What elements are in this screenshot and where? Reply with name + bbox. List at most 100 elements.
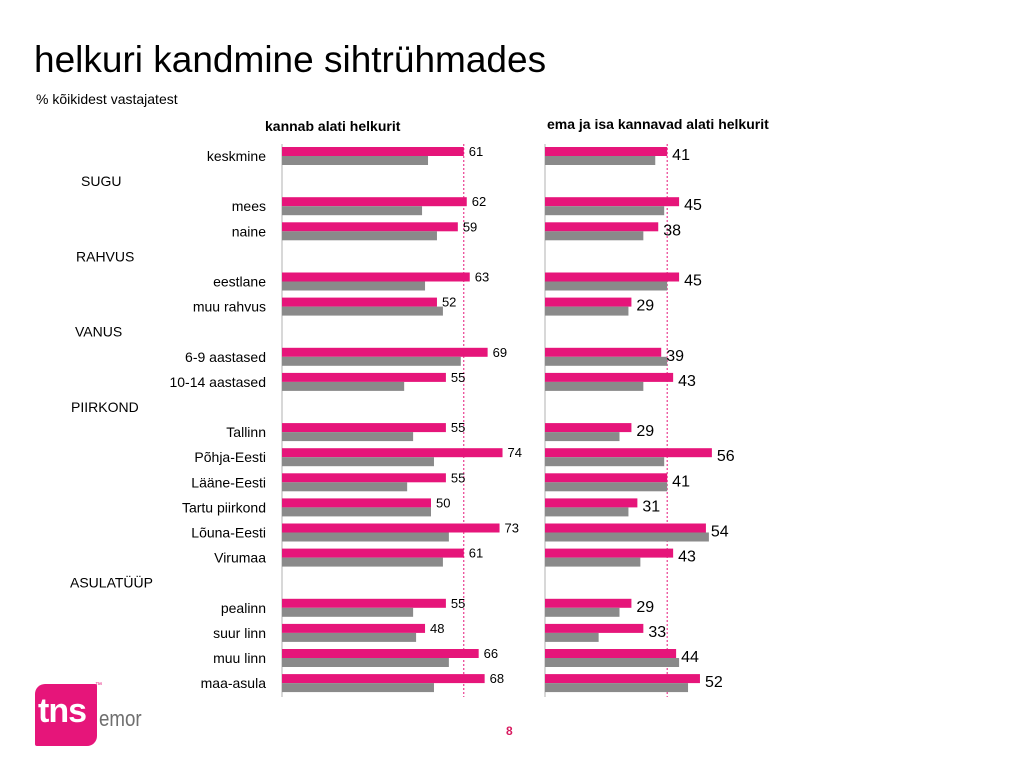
right-bar-primary [545,272,680,282]
right-bar-primary [545,623,644,633]
right-bar-secondary [545,632,599,642]
left-bar-primary [282,473,446,483]
left-data-label: 55 [451,470,465,485]
group-label: PIIRKOND [71,399,139,415]
right-bar-secondary [545,231,644,241]
left-bar-primary [282,197,467,207]
left-bar-secondary [282,557,443,567]
category-label: Virumaa [214,550,266,566]
logo-subtext: emor [99,706,142,731]
left-bar-primary [282,297,437,307]
right-data-label: 52 [705,674,723,691]
right-bar-primary [545,598,632,608]
right-bar-secondary [545,432,620,442]
left-bar-primary [282,147,464,156]
left-bar-primary [282,598,446,608]
right-data-label: 33 [648,624,666,641]
right-data-label: 43 [678,373,696,390]
left-bar-primary [282,423,446,433]
right-bar-primary [545,222,659,232]
right-data-label: 41 [672,147,690,164]
left-bar-secondary [282,607,414,617]
right-data-label: 38 [663,222,681,239]
left-bar-secondary [282,507,431,517]
left-data-label: 50 [436,495,450,510]
page-number: 8 [506,724,513,738]
category-label: naine [232,223,266,239]
group-label: SUGU [81,173,121,189]
right-data-label: 56 [717,448,735,465]
left-bar-secondary [282,658,449,667]
right-bar-primary [545,372,674,382]
left-data-label: 73 [505,521,519,536]
category-label: muu rahvus [193,299,266,315]
right-data-label: 39 [666,348,684,365]
right-bar-primary [545,197,680,207]
right-bar-secondary [545,281,668,291]
chart-title-left: kannab alati helkurit [265,118,401,134]
category-label: eestlane [213,274,266,290]
left-bar-secondary [282,231,437,241]
left-data-label: 59 [463,219,477,234]
left-bar-primary [282,448,503,458]
left-bar-primary [282,272,470,282]
category-label: muu linn [213,650,266,666]
right-bar-secondary [545,457,665,467]
right-data-label: 41 [672,473,690,490]
left-bar-secondary [282,457,434,467]
left-data-label: 48 [430,621,444,636]
left-bar-secondary [282,532,449,542]
category-label: pealinn [221,600,266,616]
left-data-label: 62 [472,194,486,209]
left-bar-secondary [282,683,434,693]
right-bar-secondary [545,356,668,366]
right-bar-primary [545,649,677,658]
right-bar-secondary [545,658,680,667]
left-bar-secondary [282,482,408,492]
left-data-label: 66 [484,646,498,661]
right-bar-secondary [545,482,668,492]
right-bar-secondary [545,206,665,216]
category-label: Tartu piirkond [182,499,266,515]
left-data-label: 61 [469,144,483,159]
left-bar-secondary [282,356,461,366]
left-bar-primary [282,498,431,508]
tns-emor-logo: tns ™ emor [35,682,142,746]
page-subtitle: % kõikidest vastajatest [36,91,178,107]
left-bar-primary [282,372,446,382]
right-bar-primary [545,147,668,156]
left-bar-secondary [282,432,414,442]
category-label: Lääne-Eesti [191,474,266,490]
category-label: Tallinn [226,424,266,440]
left-bar-secondary [282,632,417,642]
right-data-label: 45 [684,197,702,214]
right-bar-primary [545,347,662,357]
right-bar-secondary [545,683,689,693]
right-bar-primary [545,423,632,433]
category-label: mees [232,198,266,214]
left-bar-primary [282,548,464,558]
right-data-label: 29 [636,599,654,616]
right-bar-primary [545,297,632,307]
right-data-label: 43 [678,549,696,566]
logo-box: tns [35,684,97,746]
category-label: keskmine [207,148,266,164]
right-data-label: 29 [636,423,654,440]
left-data-label: 55 [451,370,465,385]
left-data-label: 52 [442,295,456,310]
right-data-label: 44 [681,649,699,666]
left-data-label: 74 [508,445,522,460]
right-data-label: 45 [684,273,702,290]
left-bar-primary [282,674,485,684]
right-bar-secondary [545,532,709,542]
right-bar-secondary [545,507,629,517]
left-bar-secondary [282,381,405,391]
left-bar-secondary [282,156,429,165]
left-data-label: 55 [451,420,465,435]
left-data-label: 63 [475,270,489,285]
group-label: VANUS [75,324,122,340]
group-label: RAHVUS [76,248,134,264]
right-bar-primary [545,523,706,533]
category-label: Lõuna-Eesti [191,525,266,541]
chart-title-right: ema ja isa kannavad alati helkurit [547,116,769,132]
